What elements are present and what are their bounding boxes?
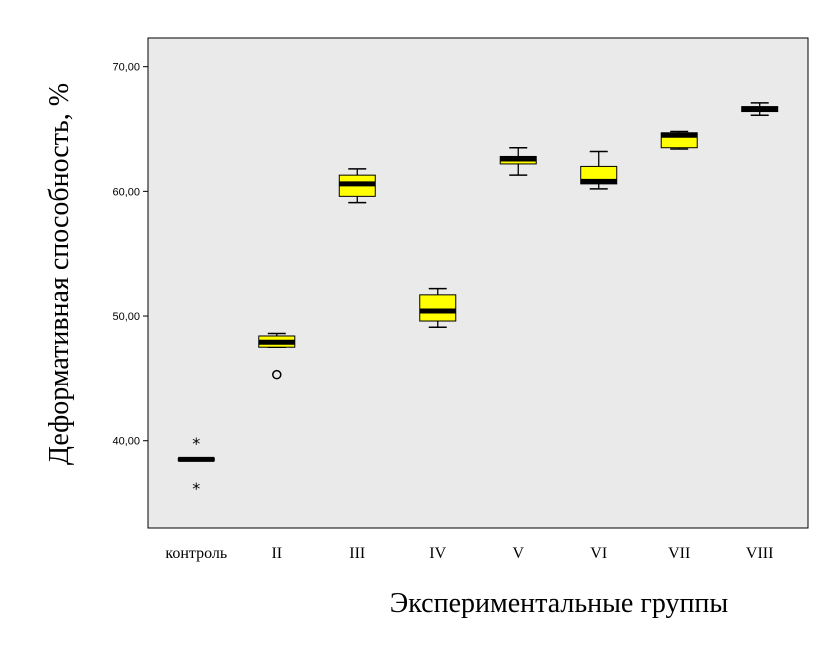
box-group [338,168,376,204]
y-tick-label: 50,00 [112,311,140,323]
extreme-point: * [192,434,200,453]
extreme-point: * [192,479,200,498]
y-tick-label: 40,00 [112,436,140,448]
x-tick-label: VI [590,545,607,562]
y-axis-title: Деформативная способность, % [44,83,75,465]
x-tick-label: VIII [746,545,774,562]
outlier-point [272,369,282,380]
box [419,294,457,322]
box-group [660,130,698,150]
plot-area [147,37,809,529]
box-group [499,146,537,176]
x-axis-title: Экспериментальные группы [390,588,729,619]
x-tick-label: VII [668,545,690,562]
x-tick-label: V [512,545,524,562]
box-group [419,287,457,329]
box-group [258,332,296,380]
x-tick-label: контроль [165,545,227,562]
y-axis: 40,00 50,00 60,00 70,00 [112,62,148,448]
x-tick-label: II [271,545,282,562]
box-group: ** [177,434,215,498]
y-tick-label: 60,00 [112,186,140,198]
box-group [741,102,779,117]
y-tick-label: 70,00 [112,62,140,74]
x-axis-labels: контроль II III IV V VI VII VIII [165,545,773,562]
box-group [580,150,618,190]
x-tick-label: IV [429,545,446,562]
x-tick-label: III [349,545,365,562]
boxes-layer: ** [177,102,779,498]
